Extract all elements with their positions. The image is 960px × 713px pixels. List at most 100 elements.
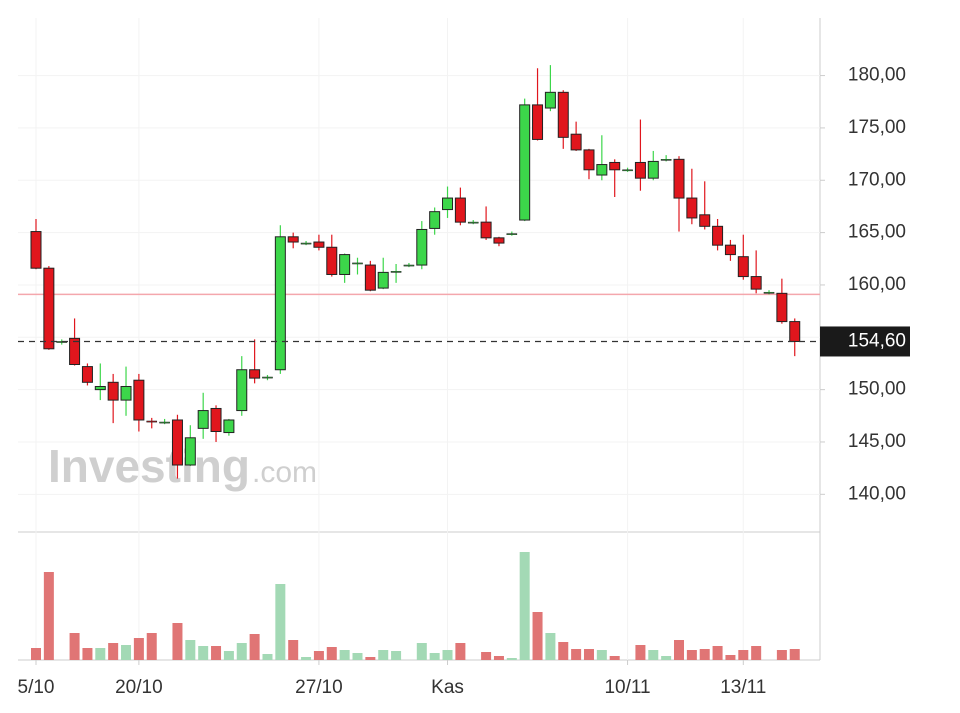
x-tick-label: 27/10 (295, 677, 343, 698)
candle-body (30, 231, 42, 269)
candle-body (583, 149, 595, 171)
watermark-suffix: .com (252, 456, 317, 489)
volume-bar (442, 650, 453, 660)
volume-bar (313, 651, 324, 660)
candle-body (699, 214, 711, 227)
candle-body (171, 419, 183, 466)
candle-body (352, 262, 363, 265)
volume-bar (751, 646, 762, 660)
candle-body (403, 264, 415, 267)
candle-body (789, 321, 801, 342)
volume-bar (429, 653, 440, 660)
volume-bar (558, 642, 569, 660)
volume-bar (275, 584, 286, 660)
volume-bar (609, 656, 620, 660)
candle-body (622, 169, 633, 172)
volume-bar (725, 655, 736, 660)
volume-bar (95, 648, 106, 660)
candle-body (506, 233, 518, 235)
y-tick-label: 170,00 (848, 169, 906, 190)
volume-bar (236, 643, 247, 660)
volume-bar (789, 649, 800, 660)
volume-bar (596, 650, 607, 660)
watermark-brand: Investing (48, 440, 250, 492)
candle-body (776, 292, 788, 323)
volume-bar (661, 656, 672, 660)
volume-bar (506, 658, 517, 660)
volume-bar (378, 650, 389, 660)
candle-body (416, 228, 428, 266)
volume-bar (339, 650, 350, 660)
volume-bar (352, 653, 363, 660)
volume-bar (776, 650, 787, 660)
y-tick-label: 150,00 (848, 379, 906, 400)
volume-bar (648, 650, 659, 660)
volume-bar (43, 572, 54, 660)
volume-bar (416, 643, 427, 660)
volume-bar (288, 640, 299, 660)
y-tick-label: 145,00 (848, 431, 906, 452)
candle-body (210, 407, 222, 433)
candle-body (146, 420, 158, 423)
candle-body (454, 197, 466, 223)
candle-body (236, 369, 248, 412)
volume-bar (211, 646, 222, 660)
volume-bar (391, 651, 402, 660)
candle-body (287, 236, 299, 243)
candle-body (81, 366, 93, 383)
candle-body (133, 379, 145, 421)
volume-bar (519, 552, 530, 660)
last-price-label: 154,60 (848, 330, 906, 351)
candle-body (609, 161, 621, 171)
candle-body (596, 164, 608, 176)
candle-body (519, 104, 531, 221)
volume-bar (738, 650, 749, 660)
candle-body (480, 221, 492, 239)
volume-bar (262, 654, 273, 660)
candle-body (262, 376, 273, 379)
candle-body (184, 437, 196, 466)
candle-body (647, 160, 659, 179)
volume-bar (82, 648, 93, 660)
candle-body (442, 197, 454, 211)
candle-body (94, 385, 106, 391)
volume-bar (326, 647, 337, 660)
candle-body (120, 385, 132, 401)
candle-body (300, 242, 312, 245)
volume-bar (712, 646, 723, 660)
volume-bar (674, 640, 684, 660)
volume-bar (365, 657, 376, 660)
volume-bar (198, 646, 209, 660)
volume-bar (493, 656, 504, 660)
candle-body (686, 197, 698, 219)
candle-body (326, 246, 338, 275)
y-tick-label: 180,00 (848, 65, 906, 86)
candle-body (364, 264, 376, 291)
volume-bar (301, 657, 312, 660)
x-tick-label: 13/11 (720, 677, 766, 698)
candle-body (313, 241, 325, 248)
volume-bar (185, 640, 196, 660)
y-tick-label: 140,00 (848, 483, 906, 504)
volume-bar (481, 652, 492, 660)
volume-bar (172, 623, 183, 660)
candle-body (557, 91, 569, 138)
candle-body (544, 91, 556, 109)
candle-body (532, 104, 544, 140)
y-tick-label: 165,00 (848, 222, 906, 243)
candle-body (43, 267, 55, 350)
candle-body (467, 221, 479, 224)
candle-body (750, 276, 762, 290)
candle-body (570, 133, 582, 151)
y-tick-label: 160,00 (848, 274, 906, 295)
candle-body (249, 369, 261, 379)
volume-bar (686, 650, 697, 660)
x-tick-label: 10/11 (604, 677, 650, 698)
candle-body (660, 159, 672, 161)
candle-body (159, 421, 170, 424)
volume-bar (571, 649, 582, 660)
volume-bar (31, 648, 41, 660)
volume-bar (545, 633, 556, 660)
candle-body (429, 211, 441, 229)
